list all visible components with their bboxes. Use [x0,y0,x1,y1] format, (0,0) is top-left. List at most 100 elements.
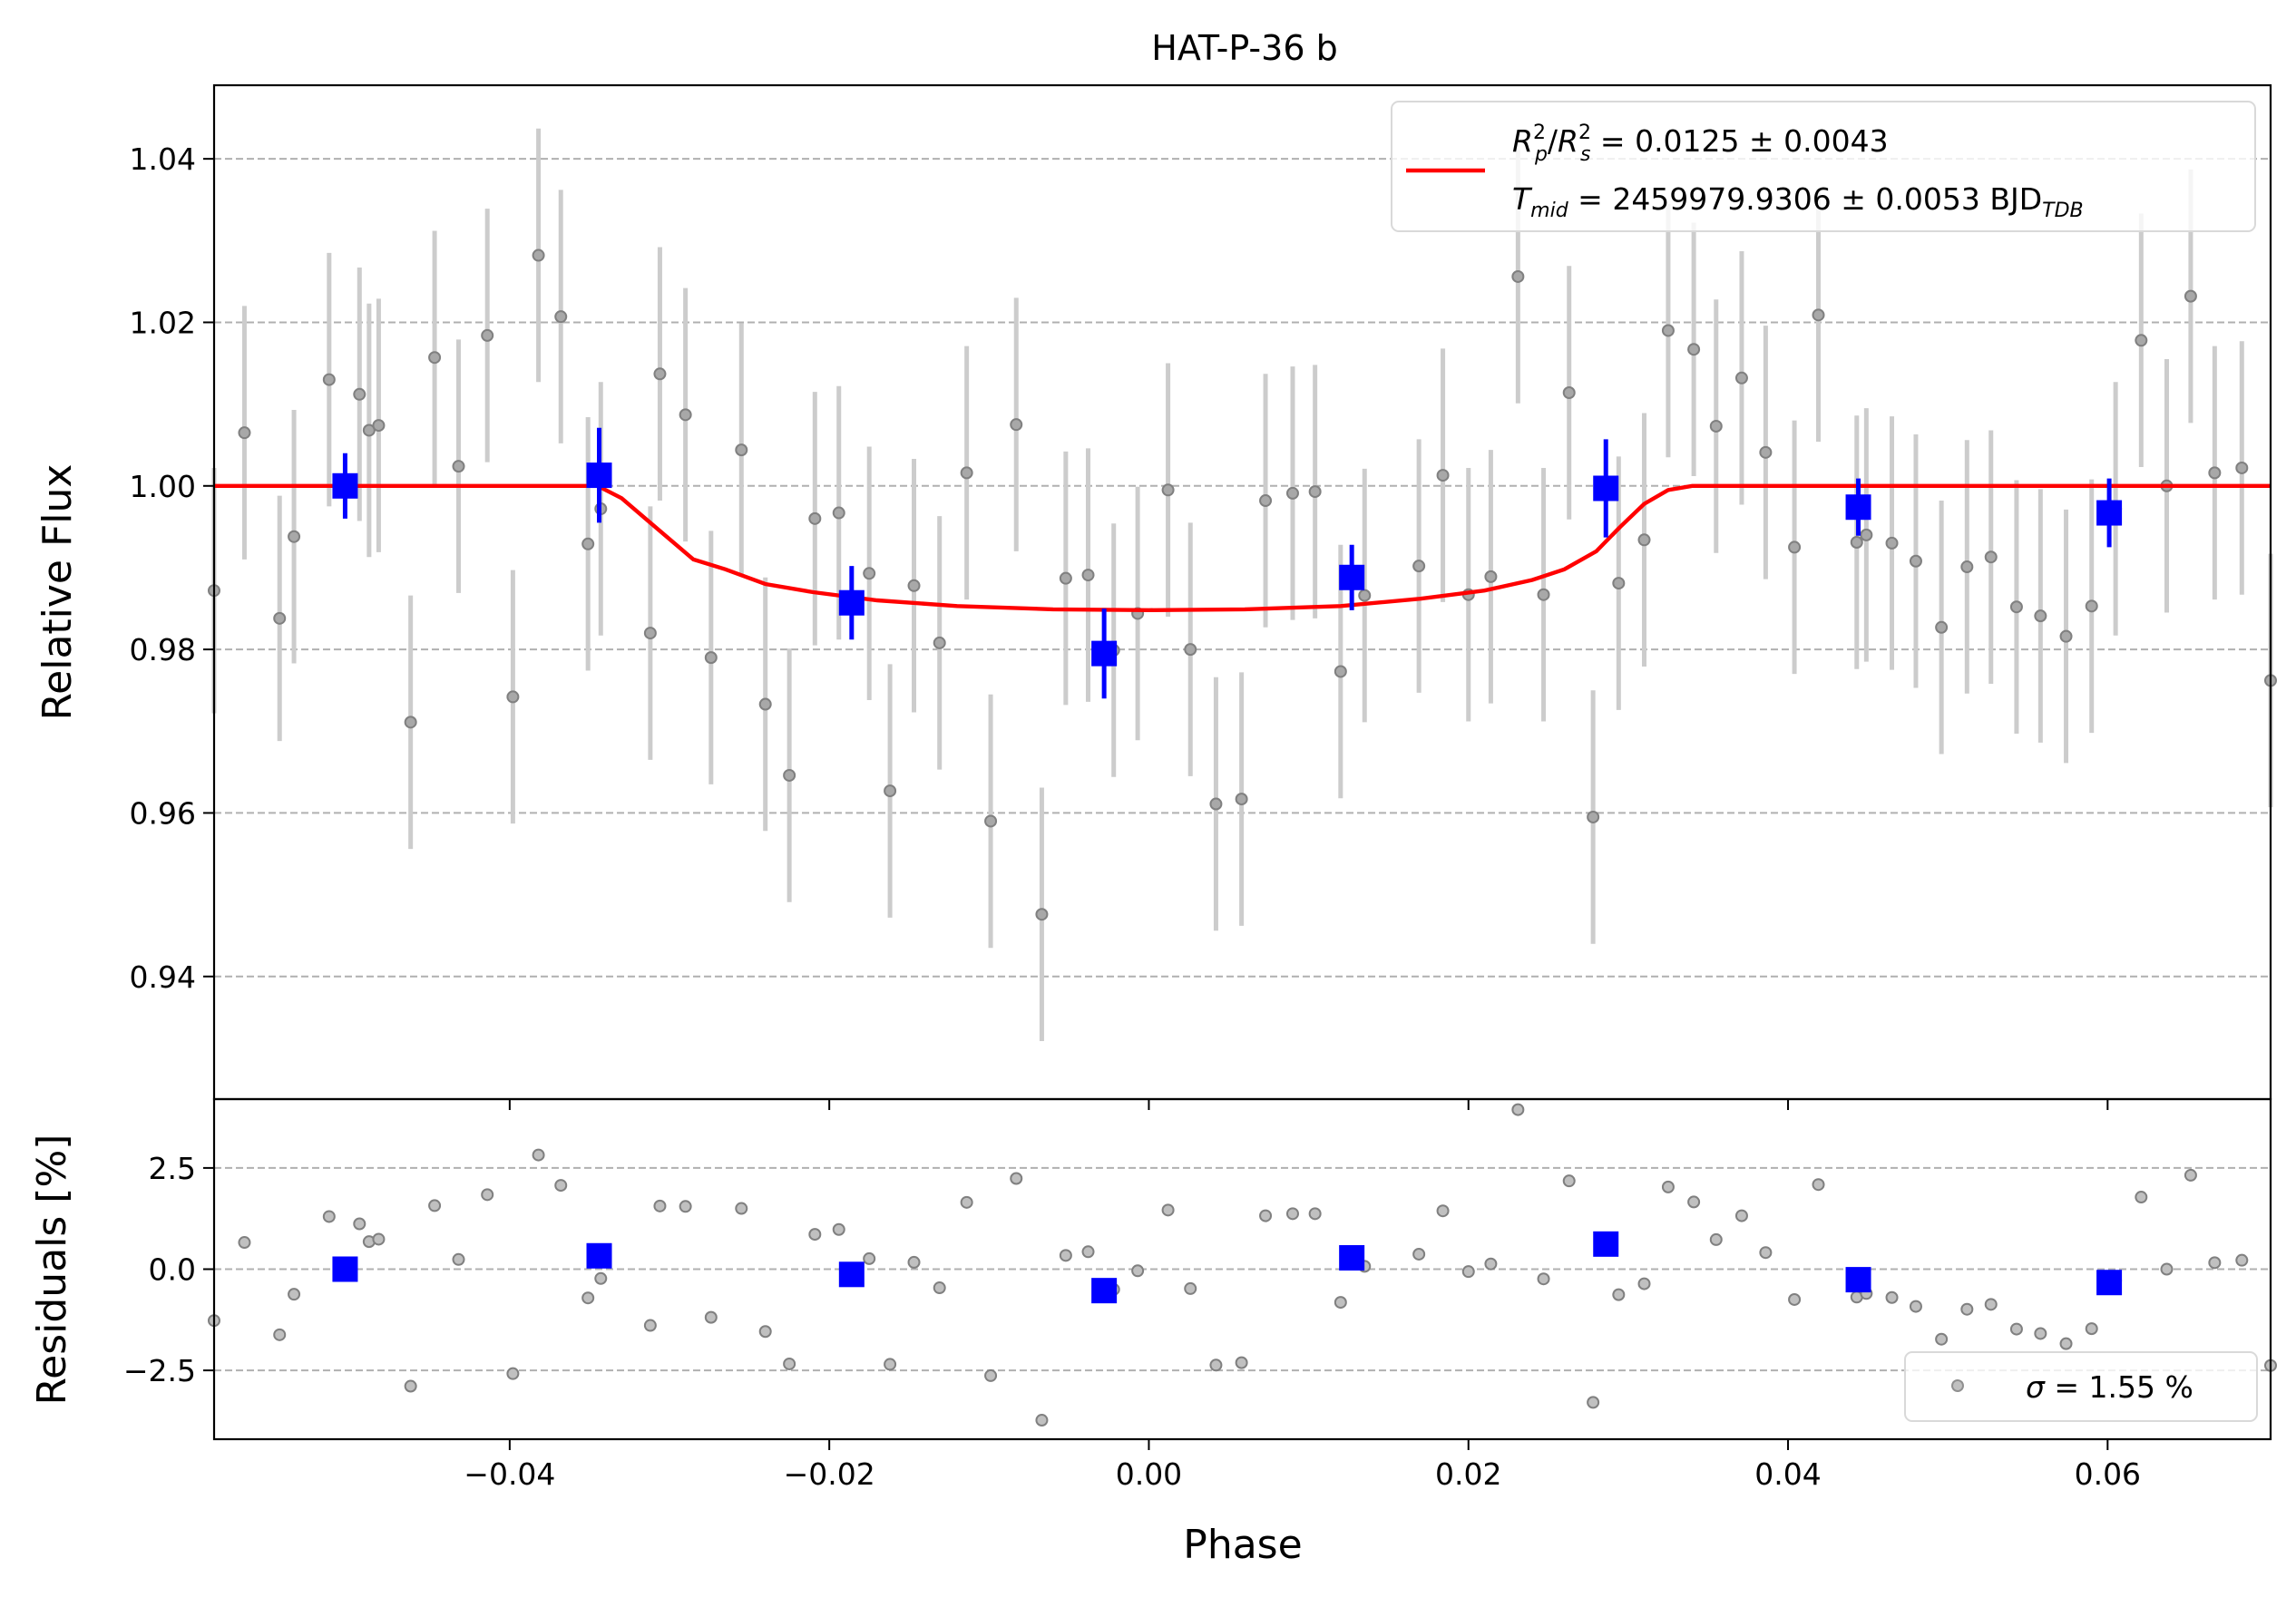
raw-data-point [1412,560,1426,573]
residual-binned-point [332,1256,358,1282]
main-y-axis-label: Relative Flux [34,464,81,721]
residual-raw-point [2085,1322,2098,1336]
residual-raw-point [735,1202,748,1215]
raw-data-point [362,424,376,437]
residual-raw-point [1788,1292,1802,1306]
residual-raw-point [1759,1246,1773,1260]
residual-y-axis-label: Residuals [%] [29,1134,75,1406]
residual-raw-point [1709,1232,1723,1246]
sigma-legend-frame [1904,1351,2258,1422]
raw-data-point [353,387,366,401]
raw-data-point [1235,793,1248,806]
residual-raw-point [2235,1253,2249,1267]
raw-data-point [238,426,251,440]
main-y-tick-label: 1.00 [130,469,196,504]
raw-data-point [884,784,897,798]
raw-data-point [452,460,465,473]
raw-data-point [1759,445,1773,459]
raw-data-point [984,814,998,828]
binned-data-point [1845,494,1871,521]
residual-raw-point [2208,1256,2222,1270]
residual-raw-point [783,1357,796,1370]
raw-data-point [1081,569,1095,582]
raw-data-point [1010,418,1023,432]
raw-data-point [1935,620,1949,634]
residual-raw-points [208,1103,2277,1427]
residual-raw-point [704,1310,718,1324]
residual-raw-point [984,1368,998,1382]
main-panel: 0.94 0.96 0.98 1.00 1.02 1.04 R2 p/R2 s = 0.012… [130,83,2277,1110]
raw-data-point [1259,494,1273,508]
binned-data-point [1091,640,1118,667]
residual-raw-point [1587,1396,1600,1409]
raw-data-point [2184,289,2197,303]
residual-raw-point [1161,1203,1175,1217]
raw-data-point [1537,588,1550,601]
raw-data-point [808,511,822,525]
residual-raw-point [758,1325,772,1339]
residual-raw-point [1511,1103,1525,1116]
x-axis-label: Phase [1183,1522,1302,1568]
residual-raw-point [273,1328,287,1341]
residual-raw-point [238,1236,251,1250]
residual-raw-point [1308,1207,1322,1221]
raw-data-point [288,530,301,543]
raw-data-point [1687,343,1701,356]
binned-data-point [586,463,612,489]
residual-raw-point [1285,1207,1299,1221]
residual-raw-point [353,1217,366,1231]
residual-raw-point [2184,1168,2197,1182]
x-tick-label: −0.04 [464,1456,555,1492]
main-axes-frame [212,83,2272,1101]
residual-raw-point [581,1291,595,1305]
residual-raw-point [1885,1290,1899,1304]
x-tick-label: 0.06 [2075,1456,2141,1492]
residual-y-tick-label: 2.5 [149,1151,196,1186]
raw-data-point [907,579,921,592]
residual-y-tick-label: 0.0 [149,1252,196,1288]
residual-raw-point [653,1199,667,1212]
raw-data-point [2208,466,2222,480]
raw-data-point [1637,533,1651,547]
raw-data-point [1436,469,1450,482]
raw-data-point [1909,554,1922,568]
binned-data-point [1339,564,1365,590]
residual-raw-point [1209,1358,1223,1372]
binned-data-point [332,472,358,499]
residual-raw-point [907,1255,921,1269]
residual-raw-point [1612,1288,1626,1301]
raw-data-point [2034,609,2047,623]
raw-data-point [1562,386,1576,400]
residual-gridlines [214,1166,2271,1372]
residual-raw-point [2135,1191,2148,1204]
residual-raw-point [960,1195,973,1209]
model-legend: R2 p/R2 s = 0.0125 ± 0.0043 Tmid = 2459979… [1391,101,2256,232]
raw-data-point [2235,461,2249,474]
raw-data-point [1358,589,1372,602]
raw-data-point [1960,560,1974,574]
raw-data-point [322,373,336,386]
residual-raw-point [1984,1298,1998,1311]
sigma-legend: σ = 1.55 % [1904,1351,2258,1422]
x-tick-label: 0.04 [1754,1456,1821,1492]
model-legend-frame [1391,101,2256,232]
residual-raw-point [2059,1337,2073,1350]
raw-data-point [1285,486,1299,500]
raw-data-point [1850,536,1863,550]
main-y-tick-label: 1.02 [130,305,196,340]
raw-data-point [679,408,692,422]
x-tick-label: 0.02 [1435,1456,1501,1492]
residual-raw-point [1960,1302,1974,1316]
residual-binned-point [2096,1270,2123,1296]
residuals-panel: −2.5 0.0 2.5 −0.04 −0.02 0.00 0.02 0.04 0.06 σ … [123,1097,2277,1492]
x-tick-label: −0.02 [784,1456,875,1492]
model-legend-line1: R2 p/R2 s = 0.0125 ± 0.0043 [1512,122,1889,166]
residual-raw-point [1661,1180,1675,1193]
binned-data-point [1593,475,1619,501]
residual-x-ticks: −0.04 −0.02 0.00 0.02 0.04 0.06 [464,1439,2141,1492]
residual-raw-point [1562,1174,1576,1188]
sigma-legend-marker [1951,1379,1964,1392]
raw-data-point [1885,536,1899,550]
sigma-legend-text: σ = 1.55 % [2026,1369,2193,1405]
residual-raw-point [1334,1296,1347,1310]
